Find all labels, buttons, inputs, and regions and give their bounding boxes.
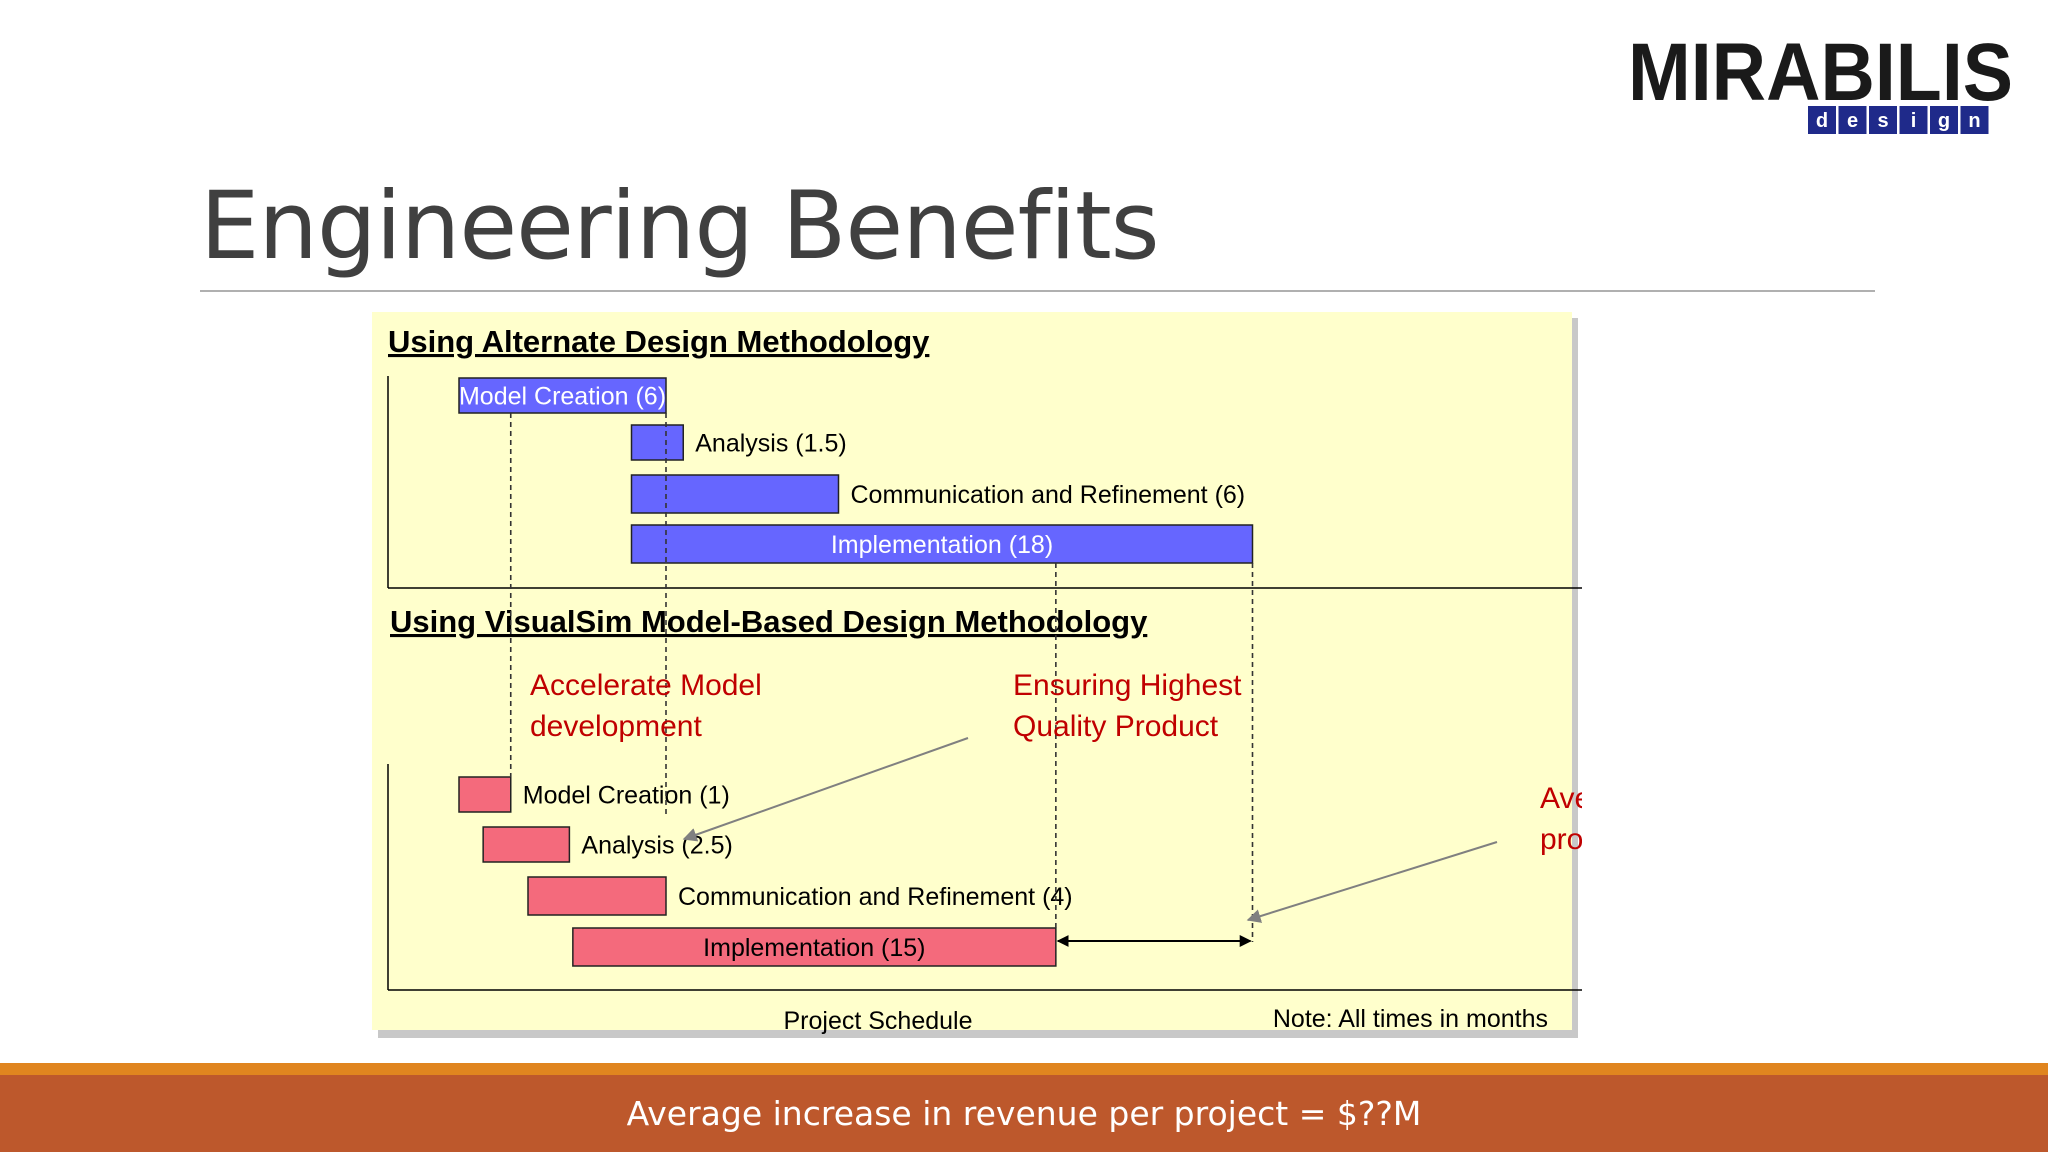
logo-wordmark: MIRABILIS xyxy=(1628,28,2013,118)
logo-letter: n xyxy=(1968,110,1980,132)
logo-letter: g xyxy=(1938,110,1950,132)
revenue-banner: Average increase in revenue per project … xyxy=(0,1075,2048,1152)
gantt-bar xyxy=(527,876,667,916)
gantt-bar-label: Analysis (1.5) xyxy=(695,430,846,458)
gantt-bar-label: Model Creation (6) xyxy=(459,383,666,411)
units-note: Note: All times in months xyxy=(1273,1005,1548,1033)
gantt-bar xyxy=(630,474,840,514)
callout-arrow xyxy=(1246,841,1498,923)
section-heading: Using Alternate Design Methodology xyxy=(388,324,930,359)
gantt-bar xyxy=(630,424,684,461)
gantt-bar-label: Communication and Refinement (4) xyxy=(678,883,1073,911)
gantt-bar xyxy=(572,927,1057,967)
gantt-bar xyxy=(458,377,667,414)
section-heading: Using VisualSim Model-Based Design Metho… xyxy=(390,604,1148,639)
gantt-bar-label: Model Creation (1) xyxy=(523,782,730,810)
callout-arrow xyxy=(682,737,969,842)
logo-letter: s xyxy=(1877,110,1888,132)
annotation-text: Ensuring Highest Quality Product xyxy=(1013,669,1242,743)
logo-letter-box xyxy=(1960,106,1989,134)
schedule-chart: Using Alternate Design Methodology Model … xyxy=(372,312,1582,1038)
logo-letter: d xyxy=(1816,110,1828,132)
banner-stripe xyxy=(0,1063,2048,1075)
logo-letter-box xyxy=(1899,106,1928,134)
annotation-text: Average gain for 24-monthproject is 25%-… xyxy=(1540,782,1582,856)
logo-letter-box xyxy=(1838,106,1867,134)
gantt-bar xyxy=(458,776,512,813)
x-axis-label: Project Schedule xyxy=(783,1007,972,1035)
gantt-bar-label: Communication and Refinement (6) xyxy=(851,481,1246,509)
gantt-bar-label: Analysis (2.5) xyxy=(581,832,732,860)
logo-letter-box xyxy=(1808,106,1836,134)
logo-letter: i xyxy=(1911,110,1917,132)
gantt-bar xyxy=(630,524,1254,564)
gantt-bar xyxy=(482,826,571,863)
title-divider xyxy=(200,290,1875,292)
logo-letter-box xyxy=(1930,106,1958,134)
slide-title: Engineering Benefits xyxy=(200,172,1160,281)
annotation-text: Accelerate Model development xyxy=(530,669,762,743)
logo-letter: e xyxy=(1847,110,1858,132)
gantt-bar-label: Implementation (18) xyxy=(831,531,1053,559)
gantt-bar-label: Implementation (15) xyxy=(703,934,925,962)
logo-letter-box xyxy=(1869,106,1897,134)
